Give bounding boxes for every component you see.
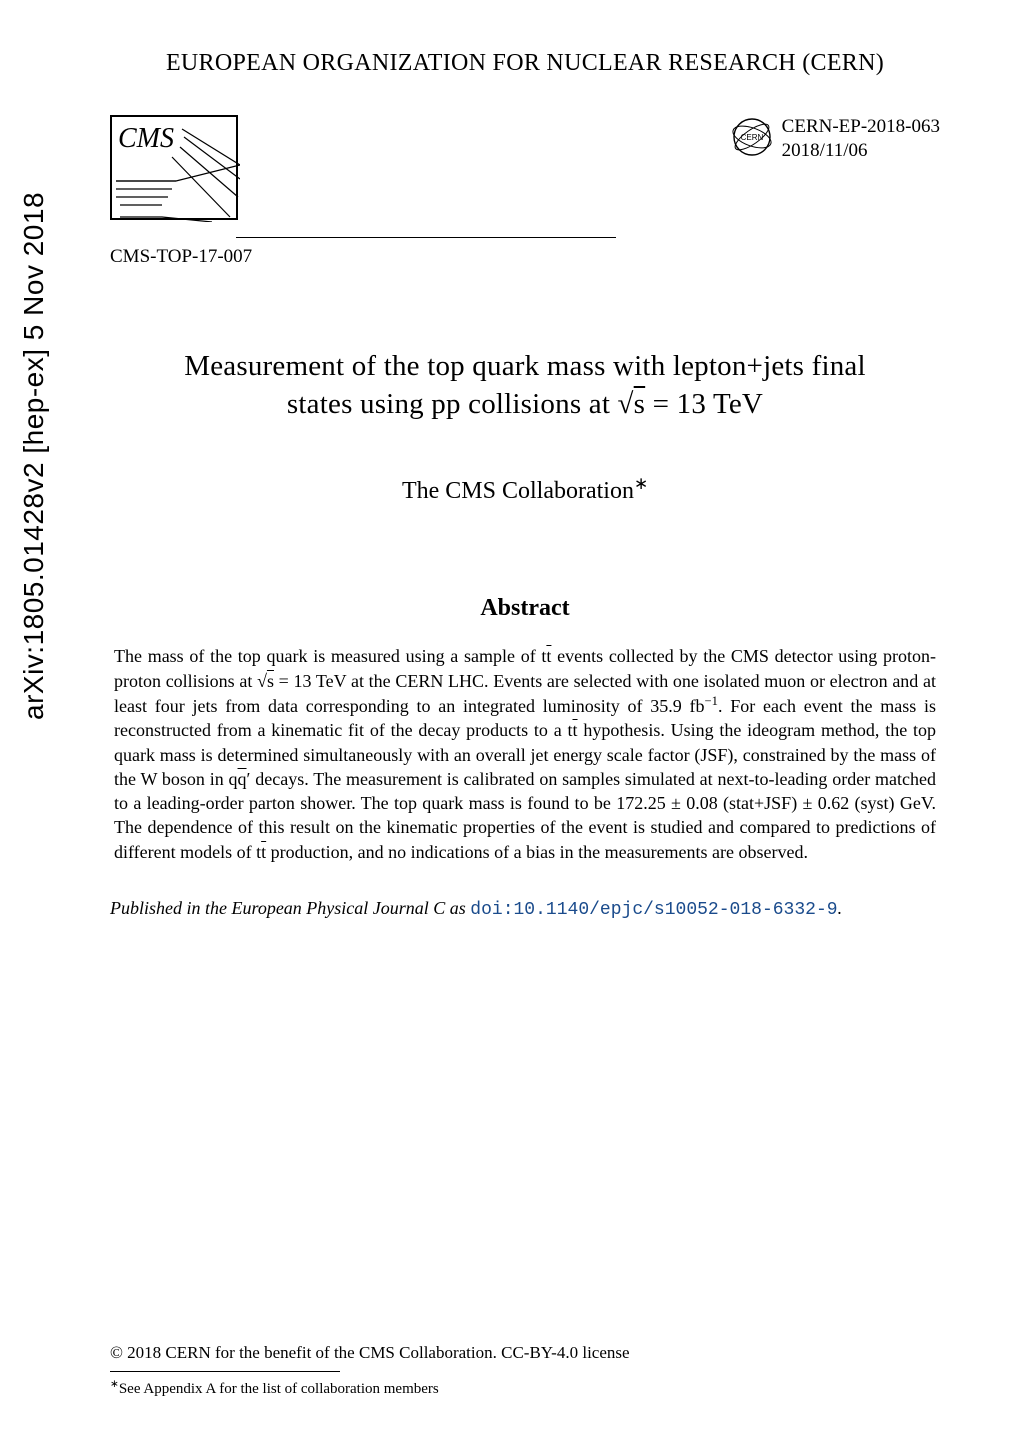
- abstract-heading: Abstract: [110, 595, 940, 622]
- paper-title: Measurement of the top quark mass with l…: [110, 348, 940, 423]
- cern-meta-text: CERN-EP-2018-063 2018/11/06: [782, 115, 940, 163]
- cms-detector-icon: [112, 117, 240, 222]
- abstract-body: The mass of the top quark is measured us…: [110, 644, 940, 864]
- arxiv-identifier-strip: arXiv:1805.01428v2 [hep-ex] 5 Nov 2018: [18, 192, 50, 720]
- author-line: The CMS Collaboration∗: [110, 473, 940, 505]
- pub-note-prefix: Published in the European Physical Journ…: [110, 898, 470, 918]
- cern-date: 2018/11/06: [782, 139, 940, 163]
- author-name: The CMS Collaboration: [402, 478, 634, 504]
- publication-note: Published in the European Physical Journ…: [110, 898, 940, 920]
- footnote-text: See Appendix A for the list of collabora…: [119, 1381, 439, 1397]
- cms-logo-block: CMS: [110, 115, 290, 220]
- title-line-2-math: √s = 13 TeV: [618, 388, 764, 420]
- title-line-1: Measurement of the top quark mass with l…: [184, 350, 866, 382]
- pub-note-suffix: .: [838, 898, 843, 918]
- cern-logo-icon: CERN: [730, 115, 774, 159]
- cms-logo: CMS: [110, 115, 238, 220]
- footnote: ∗See Appendix A for the list of collabor…: [110, 1378, 940, 1398]
- page-footer: © 2018 CERN for the benefit of the CMS C…: [110, 1343, 940, 1398]
- title-line-2-prefix: states using pp collisions at: [287, 388, 618, 420]
- author-footnote-marker: ∗: [634, 474, 648, 493]
- header-rule-row: [110, 237, 940, 240]
- cern-meta-block: CERN CERN-EP-2018-063 2018/11/06: [730, 115, 940, 163]
- cern-report-number: CERN-EP-2018-063: [782, 115, 940, 139]
- doi-link[interactable]: doi:10.1140/epjc/s10052-018-6332-9: [470, 900, 837, 920]
- footnote-marker: ∗: [110, 1379, 119, 1390]
- footnote-rule: [110, 1371, 340, 1372]
- header-logo-row: CMS CERN: [110, 115, 940, 235]
- copyright-line: © 2018 CERN for the benefit of the CMS C…: [110, 1343, 940, 1363]
- cms-report-number: CMS-TOP-17-007: [110, 246, 940, 268]
- header-divider: [236, 237, 616, 238]
- svg-text:CERN: CERN: [740, 133, 763, 142]
- organization-header: EUROPEAN ORGANIZATION FOR NUCLEAR RESEAR…: [110, 50, 940, 77]
- page-content: EUROPEAN ORGANIZATION FOR NUCLEAR RESEAR…: [110, 50, 940, 920]
